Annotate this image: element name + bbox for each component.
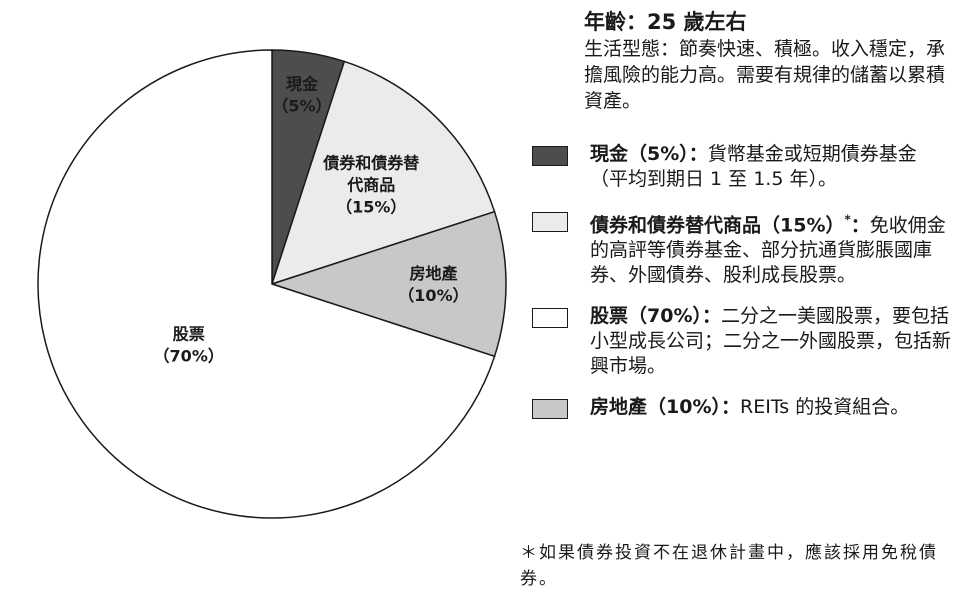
legend-description: 貨幣基金或短期債券基金（平均到期日 1 至 1.5 年）。	[590, 143, 917, 190]
legend-swatch-stocks	[532, 308, 568, 329]
slice-label: 股票（70%）	[154, 325, 224, 366]
legend-description: 免收佣金的高評等債券基金、部分抗通貨膨脹國庫券、外國債券、股利成長股票。	[590, 214, 946, 287]
legend-name: 債券和債券替代商品（15%）	[590, 214, 845, 237]
legend: 現金（5%）：貨幣基金或短期債券基金（平均到期日 1 至 1.5 年）。 債券和…	[532, 142, 952, 420]
legend-item-cash: 現金（5%）：貨幣基金或短期債券基金（平均到期日 1 至 1.5 年）。	[532, 142, 952, 192]
footnote-marker: *	[844, 213, 851, 227]
legend-swatch-real-estate	[532, 399, 568, 420]
slice-label: 債券和債券替代商品（15%）	[322, 154, 419, 217]
legend-separator: ：	[688, 143, 708, 165]
profile-description: 生活型態：節奏快速、積極。收入穩定，承擔風險的能力高。需要有規律的儲蓄以累積資產…	[584, 38, 946, 112]
legend-item-bonds: 債券和債券替代商品（15%）*：免收佣金的高評等債券基金、部分抗通貨膨脹國庫券、…	[532, 208, 952, 288]
legend-item-stocks: 股票（70%）：二分之一美國股票，要包括小型成長公司；二分之一外國股票，包括新興…	[532, 304, 952, 379]
slice-label: 房地產（10%）	[398, 264, 468, 305]
legend-name: 現金（5%）	[590, 143, 689, 165]
side-panel: 年齡：25 歲左右 生活型態：節奏快速、積極。收入穩定，承擔風險的能力高。需要有…	[532, 8, 952, 436]
legend-item-real-estate: 房地產（10%）：REITs 的投資組合。	[532, 395, 952, 420]
legend-name: 股票（70%）	[590, 305, 702, 328]
legend-name: 房地產（10%）	[590, 396, 721, 419]
footnote: ＊如果債券投資不在退休計畫中，應該採用免稅債券。	[520, 543, 938, 589]
legend-separator: ：	[720, 396, 740, 419]
legend-description: REITs 的投資組合。	[740, 396, 910, 419]
legend-separator: ：	[850, 214, 870, 237]
pie-slice	[270, 60, 496, 286]
legend-swatch-bonds	[532, 212, 568, 232]
pie-slice	[37, 49, 496, 519]
legend-separator: ：	[701, 305, 721, 328]
pie-slice	[269, 210, 507, 358]
profile-title: 年齡：25 歲左右	[584, 10, 747, 34]
legend-swatch-cash	[532, 146, 568, 166]
slice-label: 現金（5%）	[272, 74, 331, 115]
legend-description: 二分之一美國股票，要包括小型成長公司；二分之一外國股票，包括新興市場。	[590, 305, 952, 378]
pie-chart: 現金（5%） 債券和債券替代商品（15%） 房地產（10%） 股票（70%）	[37, 49, 507, 519]
